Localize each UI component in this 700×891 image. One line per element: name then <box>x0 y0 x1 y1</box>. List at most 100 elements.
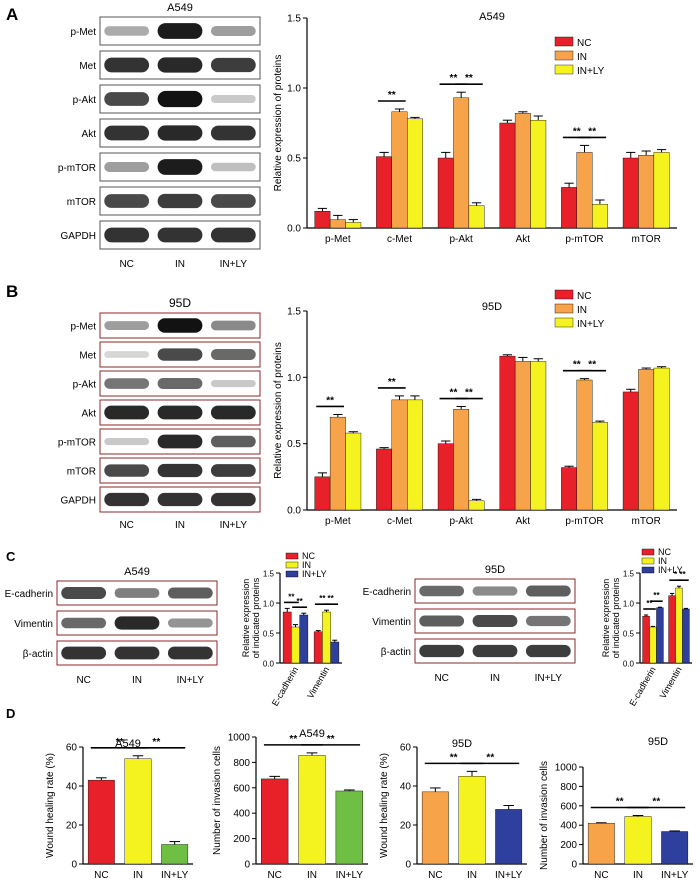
bar-nc <box>622 157 639 229</box>
legend-swatch <box>554 303 574 314</box>
bar <box>421 791 449 865</box>
y-tick-label: 0.5 <box>287 439 301 450</box>
x-tick-label: Akt <box>516 516 531 527</box>
blot-band <box>210 435 256 448</box>
blot-row-label: Akt <box>82 409 97 420</box>
blot-band <box>104 405 150 420</box>
panel-label-d: D <box>6 706 15 721</box>
blot-row-label: p-mTOR <box>58 163 96 174</box>
bar-in <box>391 399 408 511</box>
bar-inly <box>468 205 485 229</box>
bar-in <box>391 111 408 229</box>
blot-row-label: E-cadherin <box>5 589 53 600</box>
bar <box>624 816 652 865</box>
blot-band <box>104 464 150 477</box>
bar-inly <box>656 607 664 664</box>
blot-row-label: mTOR <box>67 467 96 478</box>
blot-band <box>210 405 256 420</box>
blot-row-label: β-actin <box>23 649 53 660</box>
y-tick-label: 0.5 <box>623 630 635 639</box>
significance-label: ** <box>486 752 494 763</box>
chart-title: 95D <box>452 738 472 750</box>
x-tick-label: IN <box>467 870 477 881</box>
significance-label: ** <box>679 570 686 579</box>
blot-band <box>157 193 203 209</box>
y-tick-label: 0 <box>71 860 77 871</box>
legend-label: NC <box>577 291 591 302</box>
y-tick-label: 1.5 <box>263 570 275 579</box>
legend-swatch <box>285 570 299 578</box>
significance-label: ** <box>288 592 295 601</box>
y-tick-label: 40 <box>400 782 412 793</box>
y-tick-label: 1.5 <box>287 14 301 25</box>
bar-in <box>649 626 657 664</box>
bar-nc <box>668 595 676 664</box>
blot-band <box>210 464 256 477</box>
western-blot-95d: 95D p-Met Met p-Akt Akt p-mTOR mTOR GAPDH NC IN IN… <box>58 296 261 531</box>
y-tick-label: 600 <box>233 783 250 794</box>
y-tick-label: 0.0 <box>263 660 275 669</box>
legend-label: IN <box>577 52 587 63</box>
y-axis-label: Wound healing rate (%) <box>379 753 390 858</box>
chart-d-95d-wound: 0 20 40 60 Wound healing rate (%) 95D NC IN IN+L… <box>379 738 527 881</box>
blot-row-label: p-Akt <box>73 95 97 106</box>
blot-row-label: β-actin <box>381 647 411 658</box>
y-tick-label: 800 <box>560 782 577 793</box>
blot-lane-label: NC <box>119 520 133 531</box>
x-tick-label: Vimentin <box>658 665 684 700</box>
blot-band <box>419 644 465 658</box>
blot-row-label: E-cadherin <box>363 587 411 598</box>
significance-label: * <box>674 570 678 579</box>
blot-band <box>157 159 203 175</box>
bar-nc <box>314 210 331 229</box>
blot-band <box>157 318 203 333</box>
blot-row-label: GAPDH <box>60 231 96 242</box>
bar-in <box>576 379 593 511</box>
blot-title: A549 <box>124 566 150 578</box>
y-tick-label: 0.0 <box>623 660 635 669</box>
y-tick-label: 0 <box>244 860 250 871</box>
x-tick-label: IN+LY <box>161 870 189 881</box>
bar-in <box>638 154 655 229</box>
blot-band <box>157 23 203 39</box>
blot-band <box>114 588 160 598</box>
bar-in <box>638 369 655 511</box>
bar <box>458 776 486 865</box>
blot-lane-label: IN <box>175 520 185 531</box>
blot-band <box>157 434 203 449</box>
y-tick-label: 60 <box>400 743 412 754</box>
panel-label-a: A <box>6 5 18 24</box>
significance-label: ** <box>450 752 458 763</box>
y-tick-label: 60 <box>66 743 78 754</box>
blot-row-label: Vimentin <box>372 617 411 628</box>
blot-band <box>167 587 213 599</box>
bar-inly <box>299 614 309 664</box>
significance-label: ** <box>450 73 458 84</box>
chart-95d-proteins: 0.0 0.5 1.0 1.5 Relative expression of prote… <box>273 289 677 527</box>
blot-row-label: GAPDH <box>60 496 96 507</box>
legend-label: NC <box>658 547 671 557</box>
bar-in <box>514 361 531 511</box>
bar-nc <box>437 443 454 511</box>
blot-band <box>419 615 465 627</box>
legend-swatch <box>641 548 655 556</box>
x-tick-label: c-Met <box>387 234 412 245</box>
blot-band <box>210 227 256 243</box>
y-axis-label: Number of invasion cells <box>539 761 550 870</box>
bar <box>87 779 115 865</box>
legend-label: IN <box>577 305 587 316</box>
y-tick-label: 40 <box>66 782 78 793</box>
x-tick-label: IN+LY <box>661 870 689 881</box>
western-blot-a549: A549 p-Met Met p-Akt Akt p-mTOR mTOR GAPDH NC IN I… <box>58 2 261 270</box>
significance-label: ** <box>327 734 335 745</box>
blot-band <box>157 227 203 243</box>
y-tick-label: 1.0 <box>287 373 301 384</box>
blot-band <box>157 90 203 108</box>
blot-band <box>104 437 150 446</box>
blot-title: 95D <box>169 296 191 310</box>
significance-label: ** <box>388 90 396 101</box>
blot-band <box>210 26 256 36</box>
significance-label: ** <box>573 360 581 371</box>
blot-band <box>525 644 571 658</box>
